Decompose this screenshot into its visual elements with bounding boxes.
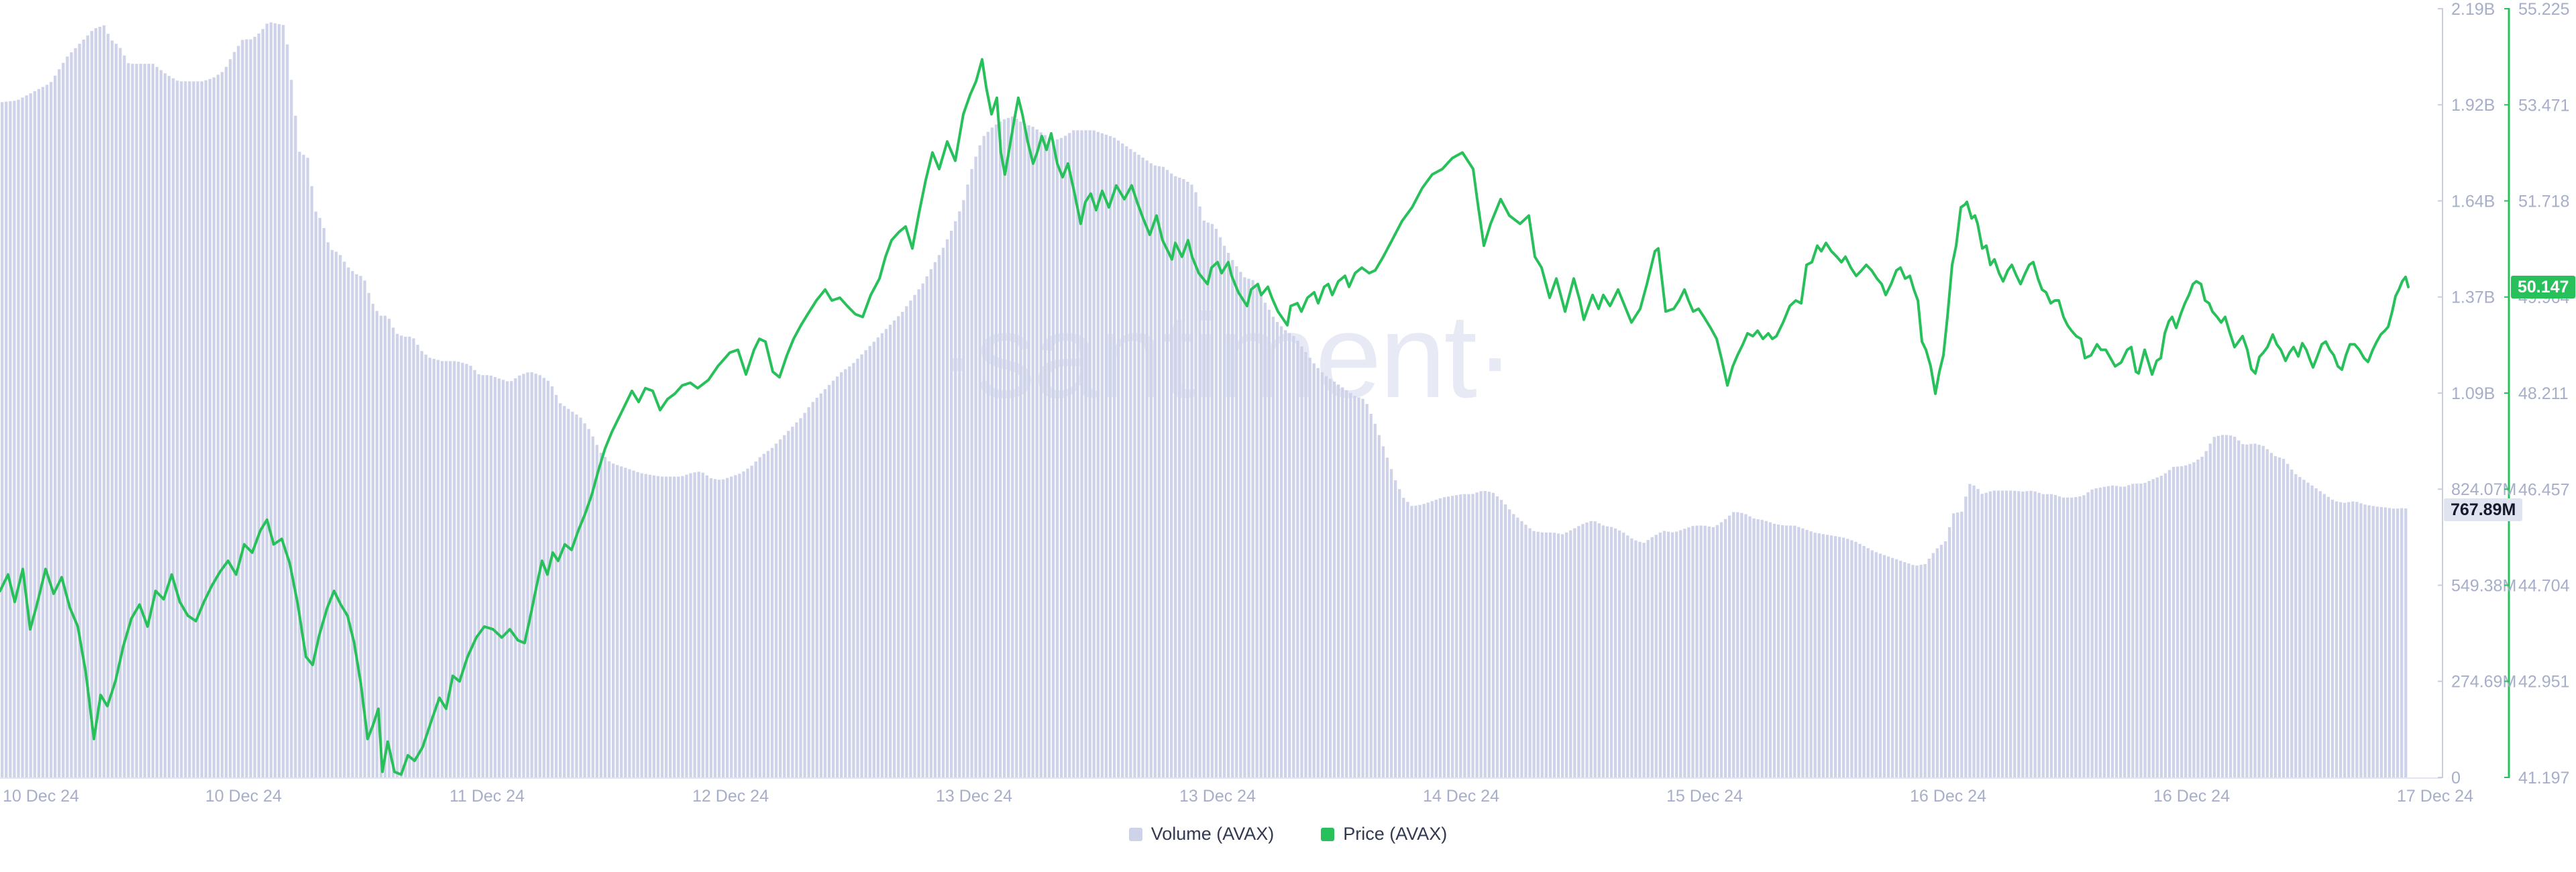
legend-item-price[interactable]: Price (AVAX) [1321, 824, 1447, 844]
price-axis-label: 51.718 [2518, 193, 2569, 211]
volume-axis-label: 1.64B [2451, 192, 2495, 211]
date-label: 16 Dec 24 [1910, 787, 1986, 806]
date-label: 11 Dec 24 [449, 787, 525, 806]
date-label: 10 Dec 24 [205, 787, 282, 806]
date-label: 13 Dec 24 [1179, 787, 1256, 806]
price-axis-label: 42.951 [2518, 673, 2569, 692]
price-line [0, 58, 2410, 776]
volume-bars [1, 22, 2408, 777]
legend-price-label: Price (AVAX) [1343, 824, 1448, 844]
volume-axis-label: 0 [2451, 769, 2461, 787]
volume-swatch-icon [1128, 827, 1142, 841]
date-label: 14 Dec 24 [1423, 787, 1499, 806]
volume-axis-label: 2.19B [2451, 0, 2495, 19]
legend-volume-label: Volume (AVAX) [1150, 824, 1275, 844]
price-current-badge: 50.147 [2511, 276, 2576, 298]
date-label: 12 Dec 24 [692, 787, 769, 806]
date-label: 16 Dec 24 [2153, 787, 2230, 806]
price-axis-label: 53.471 [2518, 96, 2569, 115]
volume-axis-label: 1.37B [2451, 288, 2495, 307]
date-label: 15 Dec 24 [1666, 787, 1743, 806]
chart-legend: Volume (AVAX) Price (AVAX) [0, 824, 2576, 844]
price-axis-label: 44.704 [2518, 577, 2570, 596]
volume-axis-label: 1.92B [2451, 96, 2495, 115]
volume-current-badge: 767.89M [2444, 498, 2523, 521]
volume-axis-label: 274.69M [2451, 673, 2516, 692]
legend-item-volume[interactable]: Volume (AVAX) [1128, 824, 1275, 844]
price-swatch-icon [1321, 827, 1335, 841]
date-label: 17 Dec 24 [2397, 787, 2473, 806]
price-axis-label: 48.211 [2518, 384, 2569, 403]
price-axis-label: 41.197 [2518, 769, 2569, 787]
volume-axis-label: 1.09B [2451, 384, 2495, 403]
price-axis-label: 46.457 [2518, 480, 2569, 499]
date-label: 10 Dec 24 [3, 787, 79, 806]
price-axis-label: 55.225 [2518, 0, 2569, 19]
date-label: 13 Dec 24 [936, 787, 1012, 806]
